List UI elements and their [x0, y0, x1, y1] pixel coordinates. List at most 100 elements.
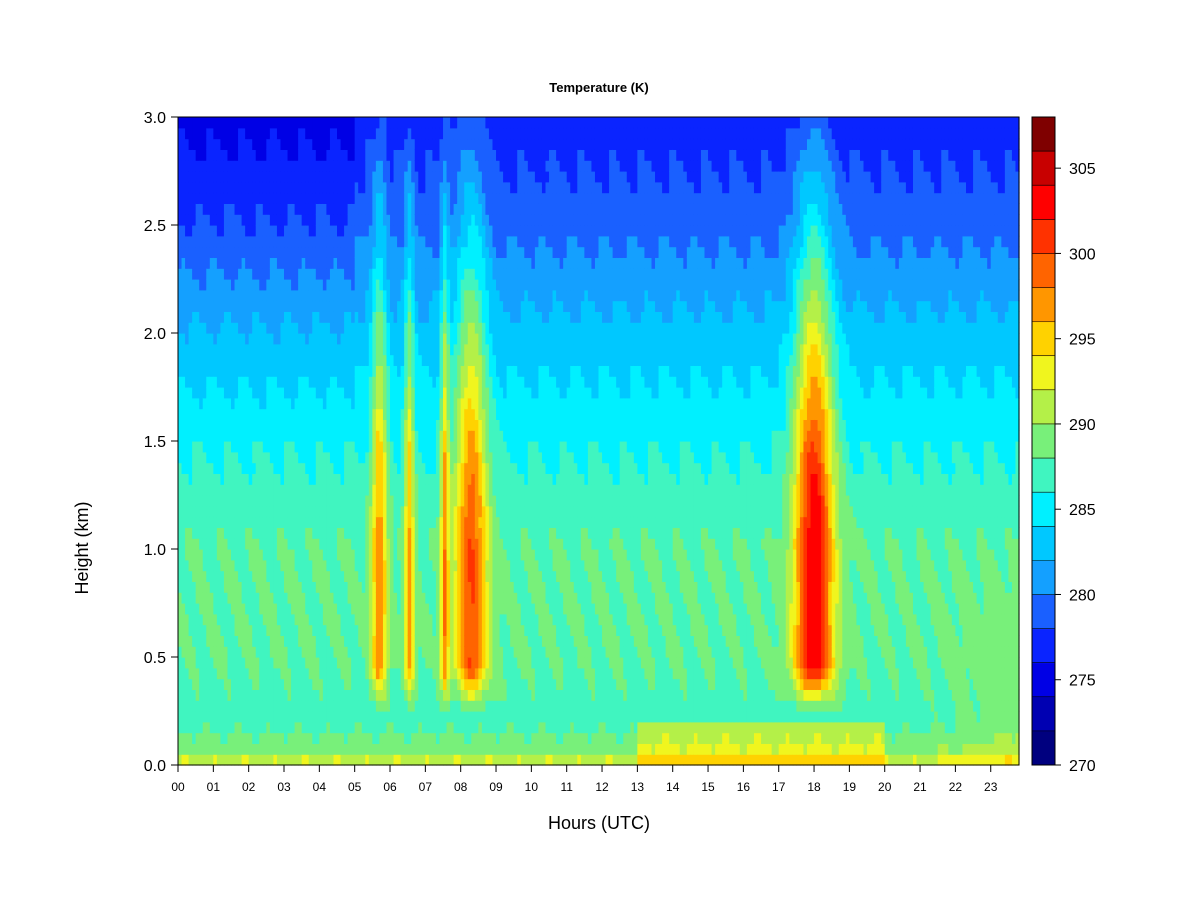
heatmap-cell [418, 419, 423, 431]
heatmap-cell [216, 559, 221, 572]
heatmap-cell [308, 289, 313, 302]
heatmap-cell [294, 581, 299, 593]
heatmap-cell [266, 279, 271, 291]
heatmap-cell [329, 171, 335, 183]
heatmap-cell [368, 117, 373, 129]
heatmap-cell [269, 484, 274, 496]
heatmap-cell [407, 462, 412, 474]
heatmap-cell [457, 484, 462, 496]
heatmap-cell [439, 635, 444, 647]
heatmap-cell [262, 333, 267, 345]
heatmap-cell [262, 700, 267, 712]
heatmap-cell [298, 754, 303, 766]
heatmap-cell [393, 473, 398, 485]
heatmap-cell [457, 203, 462, 215]
heatmap-cell [305, 451, 310, 464]
heatmap-cell [379, 257, 384, 269]
heatmap-cell [439, 473, 444, 485]
heatmap-cell [280, 387, 285, 399]
heatmap-cell [185, 711, 190, 723]
heatmap-cell [199, 613, 204, 626]
heatmap-cell [464, 279, 469, 291]
heatmap-cell [252, 635, 257, 647]
heatmap-cell [195, 549, 200, 561]
heatmap-cell [450, 581, 455, 593]
heatmap-cell [209, 646, 214, 658]
heatmap-cell [351, 570, 356, 582]
heatmap-cell [294, 603, 299, 615]
heatmap-cell [291, 322, 296, 334]
heatmap-cell [453, 559, 458, 572]
heatmap-cell [337, 430, 342, 442]
heatmap-cell [255, 538, 260, 550]
heatmap-cell [291, 171, 296, 183]
heatmap-cell [273, 441, 278, 453]
heatmap-cell [344, 581, 349, 593]
heatmap-cell [382, 549, 388, 561]
heatmap-cell [439, 365, 444, 377]
heatmap-cell [400, 711, 405, 723]
heatmap-cell [347, 343, 352, 356]
heatmap-cell [209, 160, 214, 172]
heatmap-cell [432, 516, 437, 528]
heatmap-cell [266, 408, 271, 420]
heatmap-cell [393, 138, 398, 150]
heatmap-cell [407, 160, 412, 172]
heatmap-cell [365, 181, 370, 194]
heatmap-cell [382, 311, 388, 323]
heatmap-cell [213, 732, 218, 744]
heatmap-cell [209, 441, 214, 453]
heatmap-cell [199, 743, 204, 755]
heatmap-cell [216, 603, 221, 615]
heatmap-cell [368, 667, 373, 680]
heatmap-cell [298, 397, 303, 410]
heatmap-cell [425, 322, 430, 334]
heatmap-cell [202, 419, 207, 431]
heatmap-cell [443, 678, 448, 690]
heatmap-cell [347, 559, 352, 572]
heatmap-cell [202, 279, 207, 291]
heatmap-cell [178, 592, 183, 604]
heatmap-cell [340, 430, 345, 442]
heatmap-cell [273, 408, 278, 420]
heatmap-cell [365, 570, 370, 582]
heatmap-cell [195, 527, 200, 539]
heatmap-cell [382, 117, 388, 129]
heatmap-cell [322, 484, 328, 496]
heatmap-cell [192, 181, 197, 194]
heatmap-cell [276, 495, 282, 507]
heatmap-cell [375, 343, 381, 356]
heatmap-cell [185, 635, 190, 647]
heatmap-cell [414, 441, 419, 453]
heatmap-cell [252, 581, 257, 593]
heatmap-cell [464, 149, 469, 161]
heatmap-cell [305, 203, 310, 215]
heatmap-cell [450, 268, 455, 280]
heatmap-cell [358, 225, 363, 237]
heatmap-cell [301, 311, 306, 323]
heatmap-cell [259, 343, 264, 356]
heatmap-cell [213, 646, 218, 658]
heatmap-cell [435, 570, 441, 582]
heatmap-cell [298, 289, 303, 302]
heatmap-cell [450, 732, 455, 744]
heatmap-cell [213, 149, 218, 161]
heatmap-cell [418, 322, 423, 334]
heatmap-cell [368, 127, 373, 140]
heatmap-cell [467, 721, 472, 734]
heatmap-cell [390, 376, 395, 388]
heatmap-cell [329, 689, 335, 701]
heatmap-cell [435, 538, 441, 550]
heatmap-cell [234, 387, 239, 399]
heatmap-cell [216, 754, 221, 766]
heatmap-cell [322, 203, 328, 215]
heatmap-cell [255, 451, 260, 464]
heatmap-cell [298, 743, 303, 755]
heatmap-cell [252, 181, 257, 194]
heatmap-cell [315, 689, 320, 701]
heatmap-cell [390, 549, 395, 561]
heatmap-cell [291, 160, 296, 172]
heatmap-cell [178, 117, 183, 129]
heatmap-cell [276, 462, 282, 474]
